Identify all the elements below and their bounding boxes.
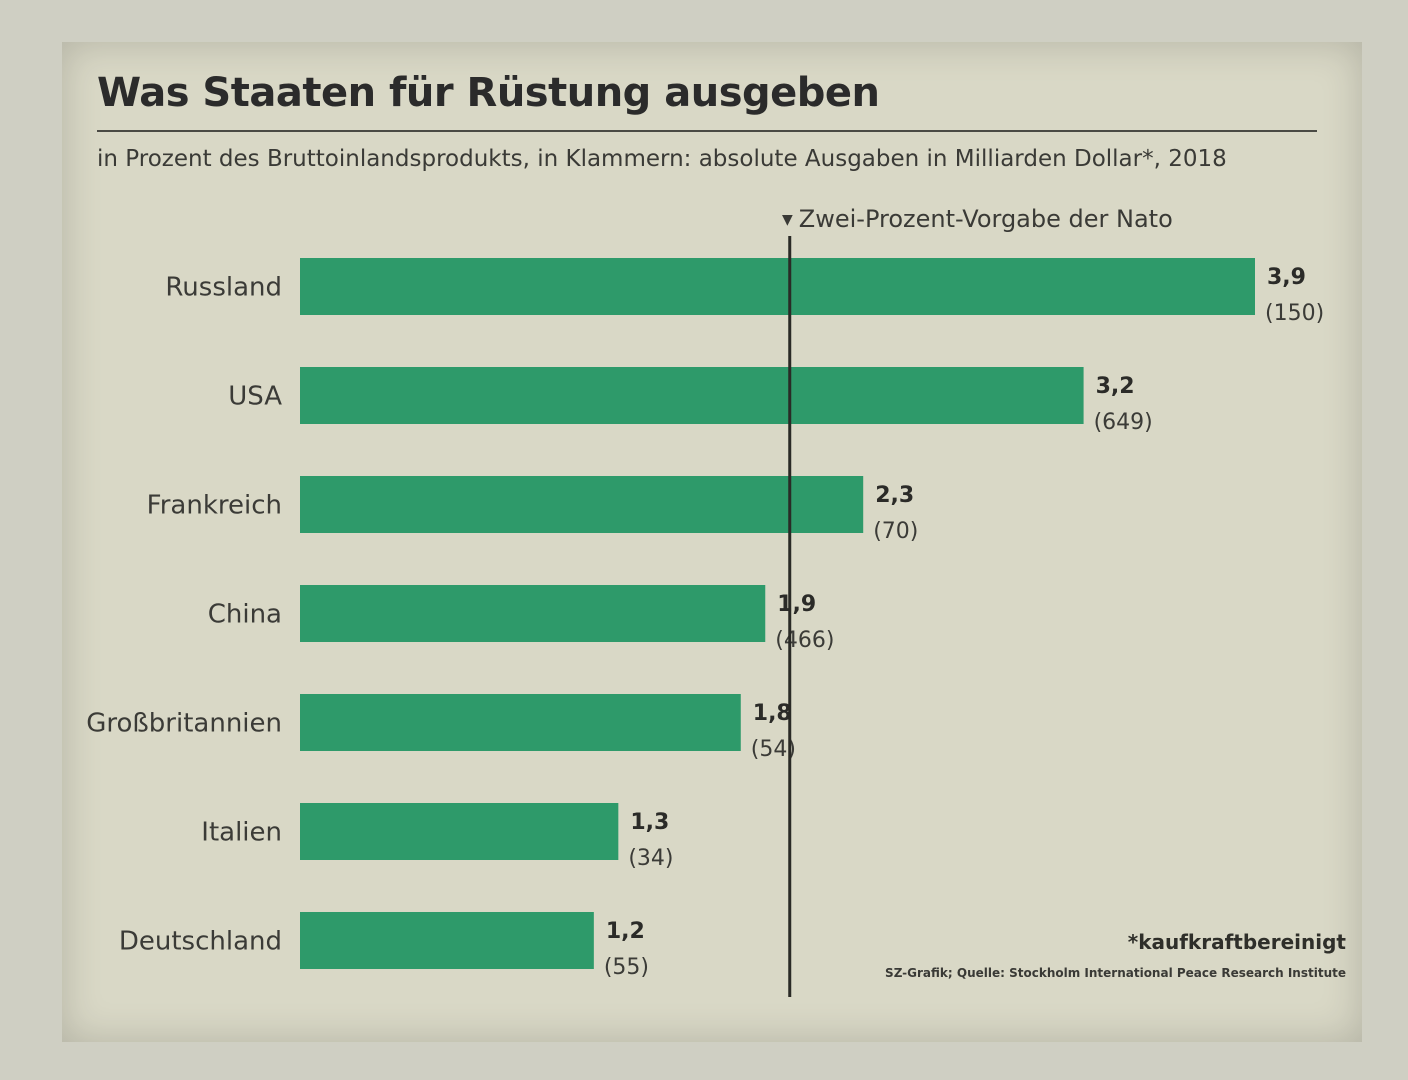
category-label-4: Großbritannien [86,709,282,739]
value-label-6: 1,2 [606,919,645,944]
title-rule [97,130,1317,132]
newspaper-background [62,42,1362,1042]
footnote: *kaufkraftbereinigt [1127,930,1346,954]
bar-4 [300,694,741,751]
category-label-0: Russland [165,273,282,303]
reference-line-label: Zwei-Prozent-Vorgabe der Nato [798,205,1173,233]
bar-1 [300,367,1084,424]
secondary-value-label-5: (34) [628,846,673,871]
bar-2 [300,476,864,533]
bar-6 [300,912,594,969]
bar-5 [300,803,619,860]
category-label-3: China [208,600,282,630]
category-label-5: Italien [201,818,282,848]
value-label-2: 2,3 [875,483,914,508]
secondary-value-label-2: (70) [873,519,918,544]
bar-0 [300,258,1255,315]
category-label-6: Deutschland [119,927,282,957]
chart-title: Was Staaten für Rüstung ausgeben [97,70,880,116]
value-label-3: 1,9 [777,592,816,617]
category-label-2: Frankreich [147,491,282,521]
secondary-value-label-1: (649) [1094,410,1153,435]
chart-subtitle: in Prozent des Bruttoinlandsprodukts, in… [97,146,1227,172]
secondary-value-label-0: (150) [1265,301,1324,326]
down-triangle-icon: ▼ [782,212,793,228]
secondary-value-label-6: (55) [604,955,649,980]
secondary-value-label-3: (466) [775,628,834,653]
source-credit: SZ-Grafik; Quelle: Stockholm Internation… [885,966,1346,980]
bar-3 [300,585,766,642]
reference-line-label-group: ▼ Zwei-Prozent-Vorgabe der Nato [782,205,1173,233]
value-label-5: 1,3 [630,810,669,835]
value-label-0: 3,9 [1267,265,1306,290]
value-label-4: 1,8 [753,701,792,726]
category-label-1: USA [228,382,282,412]
value-label-1: 3,2 [1096,374,1135,399]
